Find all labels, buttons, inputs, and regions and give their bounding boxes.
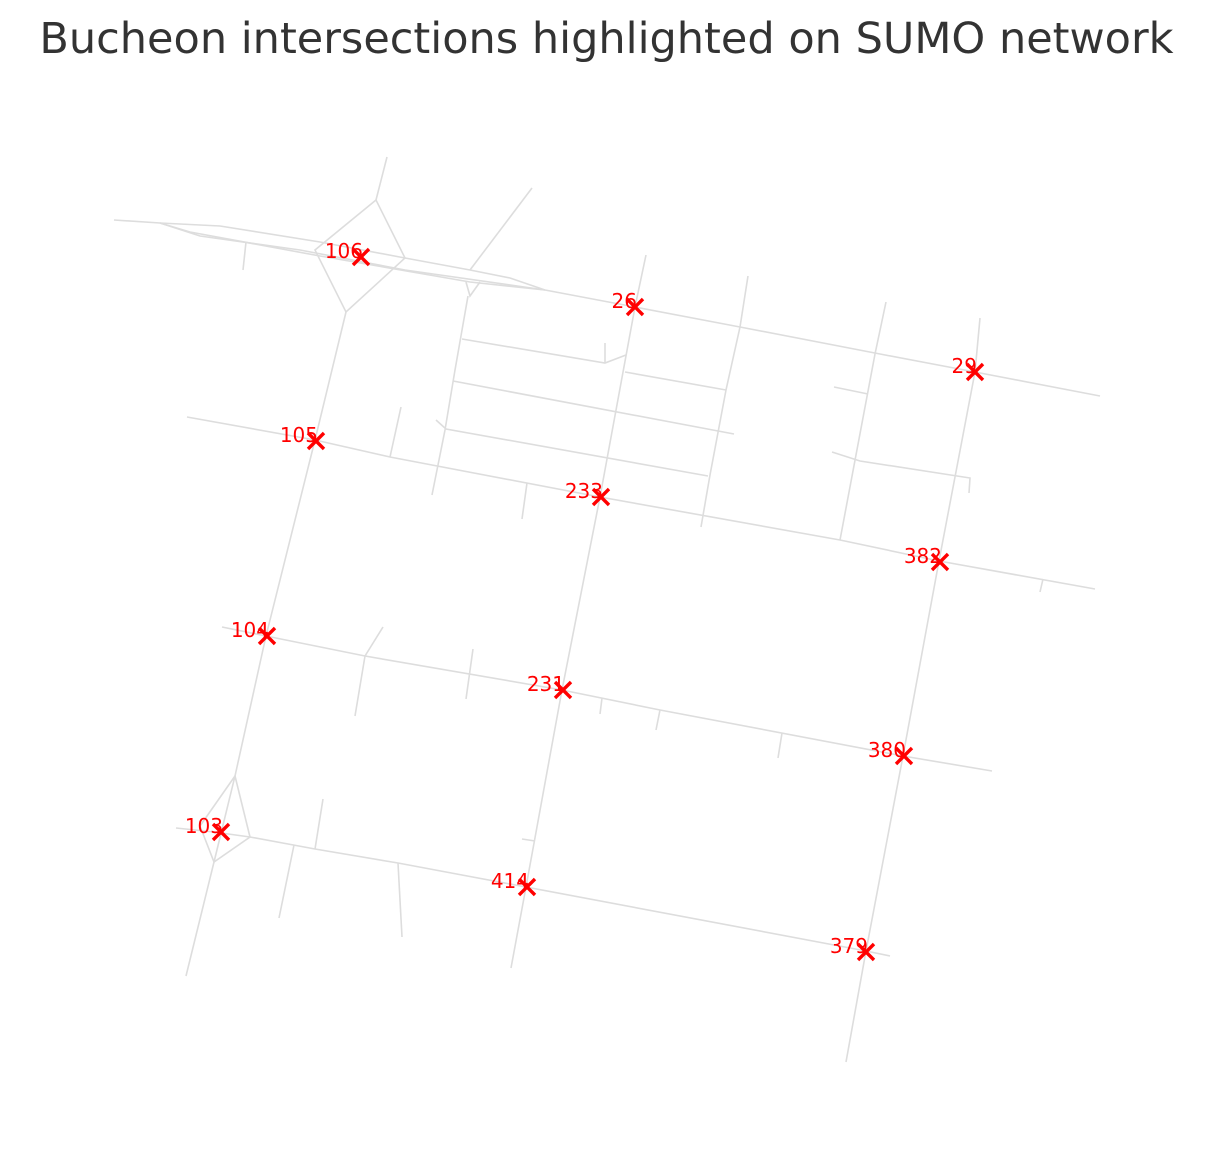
road-segment <box>839 301 887 541</box>
intersection-marker-233[interactable]: 233 <box>565 479 611 507</box>
road-segment <box>465 281 481 298</box>
road-segment <box>544 289 1101 397</box>
road-segment <box>777 732 783 759</box>
road-segment <box>461 338 627 364</box>
x-mark-icon <box>856 942 876 962</box>
road-network <box>113 156 1101 1063</box>
intersection-marker-414[interactable]: 414 <box>491 869 537 897</box>
x-mark-icon <box>553 680 573 700</box>
intersection-label: 106 <box>325 239 363 263</box>
road-segment <box>186 416 1096 590</box>
road-segment <box>159 222 546 291</box>
intersection-label: 29 <box>952 354 977 378</box>
road-segment <box>599 697 603 715</box>
road-segment <box>521 482 528 520</box>
road-segment <box>521 838 536 842</box>
road-segment <box>833 386 869 395</box>
road-segment <box>465 648 474 700</box>
road-segment <box>510 254 647 969</box>
road-segment <box>278 844 295 919</box>
x-mark-icon <box>306 431 326 451</box>
x-mark-icon <box>591 487 611 507</box>
road-segment <box>831 451 971 494</box>
intersection-marker-26[interactable]: 26 <box>612 289 645 317</box>
x-mark-icon <box>211 822 231 842</box>
road-segment <box>242 241 247 271</box>
road-segment <box>1039 578 1044 593</box>
road-segment <box>354 626 384 717</box>
road-segment <box>185 311 347 977</box>
intersection-marker-380[interactable]: 380 <box>868 738 914 766</box>
x-mark-icon <box>351 247 371 267</box>
x-mark-icon <box>894 746 914 766</box>
intersection-label: 26 <box>612 289 637 313</box>
intersection-label: 105 <box>280 423 318 447</box>
map-title: Bucheon intersections highlighted on SUM… <box>39 14 1174 64</box>
x-mark-icon <box>517 877 537 897</box>
road-segment <box>431 295 469 496</box>
intersection-label: 379 <box>830 934 868 958</box>
intersection-label: 382 <box>904 544 942 568</box>
road-segment <box>199 775 251 864</box>
road-segment <box>624 371 727 391</box>
x-mark-icon <box>625 297 645 317</box>
road-segment <box>389 406 402 458</box>
road-segment <box>700 275 749 528</box>
x-mark-icon <box>965 362 985 382</box>
road-segment <box>314 798 324 850</box>
x-mark-icon <box>930 552 950 572</box>
intersection-label: 231 <box>527 672 565 696</box>
road-segment <box>113 219 546 291</box>
intersection-marker-104[interactable]: 104 <box>231 618 277 646</box>
road-segment <box>375 156 388 201</box>
road-segment <box>845 317 981 1063</box>
intersection-marker-103[interactable]: 103 <box>185 814 231 842</box>
intersection-label: 104 <box>231 618 269 642</box>
intersection-marker-382[interactable]: 382 <box>904 544 950 572</box>
x-mark-icon <box>257 626 277 646</box>
intersection-markers: 106 26 29 105 233 382 104 231 380 103 414 379 <box>185 239 985 962</box>
road-segment <box>655 709 661 731</box>
intersection-label: 380 <box>868 738 906 762</box>
intersection-marker-231[interactable]: 231 <box>527 672 573 700</box>
intersection-marker-106[interactable]: 106 <box>325 239 371 267</box>
intersection-marker-105[interactable]: 105 <box>280 423 326 451</box>
intersection-label: 414 <box>491 869 529 893</box>
road-segment <box>397 862 403 938</box>
intersection-marker-29[interactable]: 29 <box>952 354 985 382</box>
intersection-marker-379[interactable]: 379 <box>830 934 876 962</box>
intersection-label: 233 <box>565 479 603 503</box>
intersection-label: 103 <box>185 814 223 838</box>
road-segment <box>452 380 735 435</box>
road-segment <box>469 187 533 271</box>
road-segment <box>435 419 709 477</box>
